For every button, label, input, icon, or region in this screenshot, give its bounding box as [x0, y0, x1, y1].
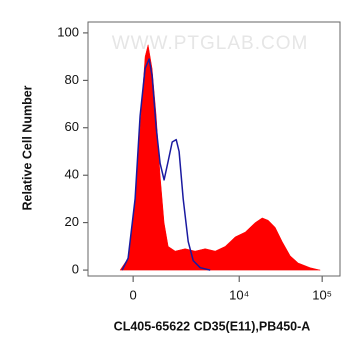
y-tick-label: 80 [65, 72, 79, 87]
y-axis-label: Relative Cell Number [20, 85, 34, 210]
histogram-area [119, 44, 321, 271]
x-axis-label: CL405-65622 CD35(E11),PB450-A [114, 319, 311, 333]
x-tick-label: 0 [130, 287, 137, 302]
y-tick-label: 100 [57, 24, 79, 39]
plot-frame [87, 21, 341, 277]
y-tick-label: 40 [65, 167, 79, 182]
y-tick-label: 60 [65, 119, 79, 134]
y-tick-label: 20 [65, 214, 79, 229]
histogram-line [121, 58, 211, 271]
y-tick-label: 0 [72, 262, 79, 277]
x-tick-label: 10⁵ [312, 287, 332, 302]
watermark: WWW.PTGLAB.COM [112, 33, 309, 54]
x-tick-label: 10⁴ [229, 287, 249, 302]
